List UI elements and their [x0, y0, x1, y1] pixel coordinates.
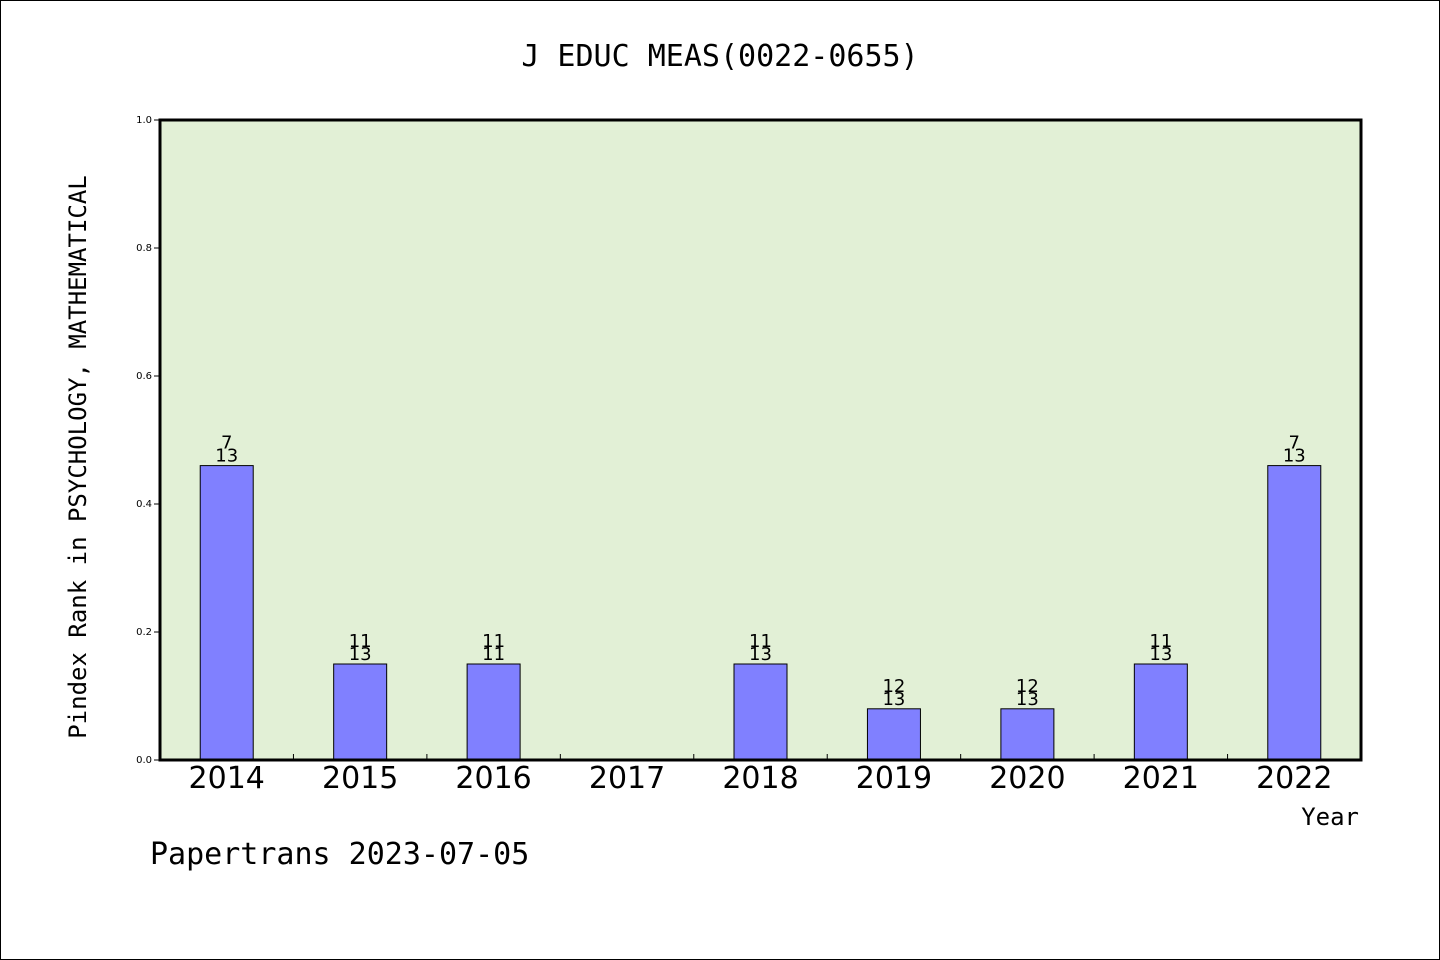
- total-label: 13: [749, 644, 772, 665]
- bar-2020: [1000, 708, 1055, 761]
- bars-group: [199, 465, 1322, 761]
- x-tick-label: 2021: [1123, 761, 1199, 796]
- y-tick-label: 0.4: [136, 499, 152, 510]
- x-tick-label: 2016: [455, 761, 531, 796]
- x-tick-label: 2018: [722, 761, 798, 796]
- rank-label: 7: [221, 433, 232, 454]
- x-axis: 2014 2015 2016 2017 2018 2019 2020 2021 2022: [189, 754, 1332, 796]
- x-axis-label: Year: [1301, 803, 1359, 831]
- total-label: 13: [215, 446, 238, 467]
- y-axis: 0.0 0.2 0.4 0.6 0.8 1.0: [136, 115, 160, 766]
- bar-2014: [199, 465, 254, 761]
- rank-label: 11: [1149, 631, 1172, 652]
- y-axis-label: Pindex Rank in PSYCHOLOGY, MATHEMATICAL: [64, 175, 92, 739]
- rank-label: 12: [1016, 676, 1039, 697]
- y-tick-label: 0.6: [136, 371, 152, 382]
- rank-label: 11: [749, 631, 772, 652]
- total-label: 13: [1149, 644, 1172, 665]
- total-label: 13: [1283, 446, 1306, 467]
- rank-label: 11: [349, 631, 372, 652]
- y-tick-label: 1.0: [136, 115, 152, 126]
- bar-2021: [1133, 663, 1188, 761]
- rank-label: 7: [1289, 433, 1300, 454]
- x-tick-label: 2014: [189, 761, 265, 796]
- bar-2022: [1267, 465, 1322, 761]
- bar-2018: [733, 663, 788, 761]
- footer-credit: Papertrans 2023-07-05: [150, 837, 529, 872]
- total-label: 11: [482, 644, 505, 665]
- x-tick-label: 2015: [322, 761, 398, 796]
- y-tick-label: 0.0: [136, 755, 152, 766]
- total-label: 13: [1016, 689, 1039, 710]
- rank-label: 12: [882, 676, 905, 697]
- plot-border: [158, 118, 1363, 762]
- x-tick-label: 2020: [989, 761, 1065, 796]
- y-tick-label: 0.8: [136, 243, 152, 254]
- bar-2019: [866, 708, 921, 761]
- chart-title: J EDUC MEAS(0022-0655): [521, 39, 918, 74]
- plot-area: [160, 120, 1361, 760]
- total-label: 13: [882, 689, 905, 710]
- rank-label: 11: [482, 631, 505, 652]
- total-label: 13: [349, 644, 372, 665]
- x-tick-label: 2019: [856, 761, 932, 796]
- x-tick-label: 2022: [1256, 761, 1332, 796]
- bar-2015: [333, 663, 388, 761]
- y-tick-label: 0.2: [136, 627, 152, 638]
- bar-2016: [466, 663, 521, 761]
- x-tick-label: 2017: [589, 761, 665, 796]
